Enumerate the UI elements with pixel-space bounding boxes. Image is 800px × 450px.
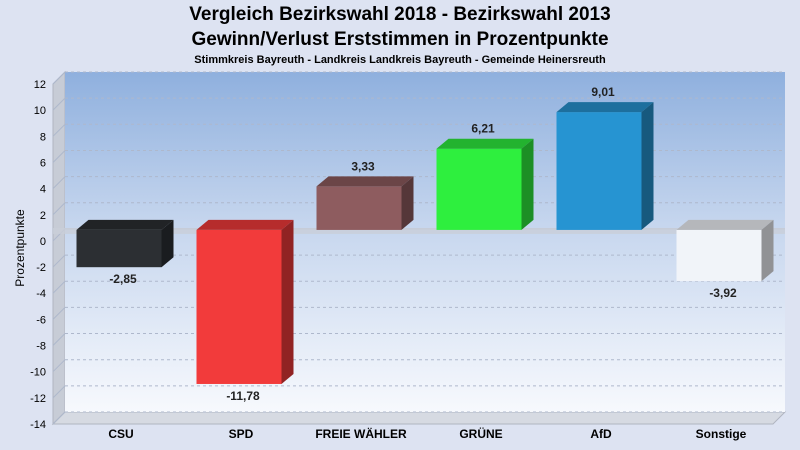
bar-top [196, 219, 294, 230]
gridline-side [52, 385, 66, 399]
bar-sonstige [676, 219, 774, 282]
gridline-side [52, 280, 66, 294]
chart-subtitle-region: Stimmkreis Bayreuth - Landkreis Landkrei… [194, 54, 606, 66]
gridline-side [52, 97, 66, 111]
bar-side [401, 176, 414, 230]
plot-floor [51, 411, 787, 425]
y-tick-label: 10 [34, 105, 46, 117]
chart-title: Vergleich Bezirkswahl 2018 - Bezirkswahl… [189, 4, 611, 25]
y-tick-label: 8 [40, 131, 46, 143]
y-tick-label: -4 [36, 288, 46, 300]
bar-top [556, 102, 654, 113]
value-label: 3,33 [351, 159, 375, 173]
y-tick-label: -2 [36, 262, 46, 274]
x-tick-label: AfD [590, 427, 612, 441]
value-label: 6,21 [471, 122, 495, 136]
bar-side [521, 138, 534, 230]
y-tick-label: -6 [36, 314, 46, 326]
x-tick-label: CSU [108, 427, 133, 441]
gridline-side [52, 71, 66, 85]
plot-side-wall [52, 70, 66, 426]
bar-afd [556, 102, 654, 230]
y-tick-label: 12 [34, 79, 46, 91]
gridline-side [52, 359, 66, 373]
y-tick-label: 0 [40, 236, 46, 248]
value-label: 9,01 [591, 85, 615, 99]
y-tick-label: -10 [30, 367, 46, 379]
bar-csu [76, 219, 174, 268]
y-tick-label: 2 [40, 210, 46, 222]
y-tick-label: -14 [30, 419, 46, 431]
y-tick-label: -12 [30, 393, 46, 405]
y-tick-label: -8 [36, 341, 46, 353]
x-tick-label: GRÜNE [459, 426, 502, 441]
bar-front [556, 112, 642, 230]
bar-side [641, 102, 654, 230]
zero-band [53, 227, 785, 234]
bar-side [761, 219, 774, 282]
gridline-side [52, 333, 66, 346]
bar-top [676, 219, 774, 230]
gridline-side [52, 411, 66, 425]
bar-side [281, 219, 294, 384]
bar-front [676, 229, 762, 282]
value-label: -11,78 [226, 389, 260, 403]
gridline-side [52, 176, 66, 189]
bar-side [161, 219, 174, 268]
bar-front [436, 148, 522, 230]
x-tick-label: Sonstige [696, 427, 747, 441]
x-tick-label: FREIE WÄHLER [315, 426, 407, 441]
chart-subtitle: Gewinn/Verlust Erststimmen in Prozentpun… [191, 29, 609, 50]
gridline-side [52, 254, 66, 268]
bar-top [436, 138, 534, 149]
bar-freie-w-hler [316, 176, 414, 230]
bar-front [316, 186, 402, 230]
bar-front [76, 229, 162, 268]
gridline-side [52, 307, 66, 320]
gridline-side [52, 202, 66, 216]
gridline-side [52, 150, 66, 163]
bar-front [196, 229, 282, 384]
y-tick-label: 4 [40, 184, 46, 196]
bar-top [76, 219, 174, 230]
x-tick-label: SPD [229, 427, 254, 441]
bar-gr-ne [436, 138, 534, 230]
plot-area [65, 72, 785, 412]
value-label: -2,85 [109, 272, 137, 286]
gridline-side [52, 123, 66, 137]
bar-top [316, 176, 414, 187]
value-label: -3,92 [709, 286, 737, 300]
bar-spd [196, 219, 294, 384]
y-tick-label: 6 [40, 157, 46, 169]
